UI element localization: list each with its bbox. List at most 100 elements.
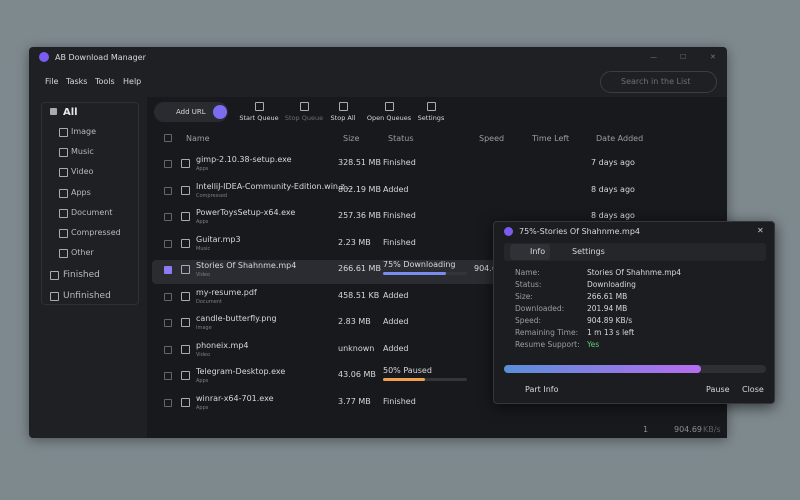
column-header[interactable]: Speed <box>479 134 505 143</box>
toolbar-button[interactable]: Start Queue <box>239 114 279 122</box>
file-icon <box>181 185 190 195</box>
file-name[interactable]: PowerToysSetup-x64.exe <box>196 208 296 217</box>
status-unit: KB/s <box>703 425 721 434</box>
window-control[interactable]: ✕ <box>710 53 716 61</box>
category-finished[interactable]: Finished <box>63 270 100 280</box>
file-type: Document <box>196 298 222 305</box>
menu-item[interactable]: Tools <box>95 77 115 86</box>
field-label: Name: <box>515 268 540 277</box>
file-type: Apps <box>196 378 209 384</box>
row-checkbox[interactable] <box>164 398 172 407</box>
column-header[interactable]: Date Added <box>596 134 644 143</box>
toolbar-button[interactable]: Settings <box>417 114 445 122</box>
toolbar-icon <box>300 102 309 111</box>
category-item[interactable]: Music <box>71 147 94 157</box>
progress-bar <box>504 365 701 373</box>
category-icon <box>59 229 68 238</box>
file-name[interactable]: gimp-2.10.38-setup.exe <box>196 155 292 164</box>
file-icon <box>181 159 190 168</box>
date-added: 7 days ago <box>591 158 635 167</box>
column-header[interactable]: Name <box>186 134 210 143</box>
toolbar-button[interactable]: Open Queues <box>366 114 412 122</box>
category-item[interactable]: Document <box>71 207 113 217</box>
file-name[interactable]: my-resume.pdf <box>196 287 257 297</box>
file-icon <box>181 212 190 221</box>
file-size: 2.23 MB <box>338 237 371 247</box>
row-checkbox[interactable] <box>164 160 172 168</box>
file-icon <box>181 371 190 380</box>
row-checkbox[interactable] <box>164 372 172 380</box>
dialog-close[interactable]: ✕ <box>757 226 764 235</box>
field-value: 904.89 KB/s <box>587 316 633 325</box>
field-value: Yes <box>587 340 600 349</box>
search-placeholder: Search in the List <box>621 77 691 86</box>
column-header[interactable]: Size <box>343 134 360 143</box>
status-active: 1 <box>643 425 649 434</box>
row-checkbox[interactable] <box>164 345 172 354</box>
sidebar-icon <box>50 292 59 301</box>
tab[interactable]: Settings <box>572 247 605 256</box>
row-checkbox[interactable] <box>164 213 172 221</box>
file-status: Finished <box>383 211 416 220</box>
category-item[interactable]: Image <box>71 127 97 136</box>
category-item[interactable]: Apps <box>71 187 91 197</box>
part-info-button[interactable]: Part Info <box>525 385 559 394</box>
column-header[interactable]: Time Left <box>532 134 570 143</box>
file-icon <box>181 344 190 354</box>
header-checkbox[interactable] <box>164 134 172 142</box>
toolbar-button[interactable]: Stop Queue <box>284 114 324 122</box>
close-button[interactable]: Close <box>742 385 764 394</box>
date-added: 8 days ago <box>591 211 635 220</box>
file-icon <box>181 397 190 407</box>
field-value: 266.61 MB <box>587 292 628 301</box>
file-name[interactable]: winrar-x64-701.exe <box>196 393 274 403</box>
file-size: 266.61 MB <box>338 264 381 273</box>
file-size: 328.51 MB <box>338 158 381 167</box>
file-name[interactable]: Guitar.mp3 <box>196 234 241 244</box>
column-header[interactable]: Status <box>388 134 414 143</box>
category-all[interactable]: All <box>63 107 78 118</box>
row-checkbox[interactable] <box>164 239 172 248</box>
toolbar-button[interactable]: Stop All <box>330 114 356 122</box>
field-label: Remaining Time: <box>515 328 579 337</box>
file-name[interactable]: candle-butterfly.png <box>196 314 277 323</box>
category-item[interactable]: Video <box>71 167 94 177</box>
category-item[interactable]: Other <box>71 248 94 258</box>
row-checkbox[interactable] <box>164 292 172 301</box>
add-url-button[interactable] <box>213 105 227 119</box>
menu-item[interactable]: Help <box>123 77 142 86</box>
file-name[interactable]: IntelliJ-IDEA-Community-Edition.win.z... <box>196 181 353 191</box>
add-url-label[interactable]: Add URL <box>176 108 206 116</box>
file-type: Apps <box>196 219 209 225</box>
add-url-field[interactable] <box>154 102 228 122</box>
tab-bar <box>504 243 766 261</box>
search-box[interactable] <box>600 71 717 93</box>
category-item[interactable]: Compressed <box>71 228 121 237</box>
file-size: 257.36 MB <box>338 211 381 220</box>
file-size: 802.19 MB <box>338 184 381 194</box>
file-name[interactable]: Stories Of Shahnme.mp4 <box>196 261 297 270</box>
dialog-logo <box>504 227 513 236</box>
file-status: 50% Paused <box>383 366 432 375</box>
toolbar-icon <box>385 102 394 111</box>
window-control[interactable]: — <box>650 53 657 61</box>
tab[interactable]: Info <box>530 247 546 256</box>
row-checkbox[interactable] <box>164 319 172 327</box>
row-checkbox[interactable] <box>164 186 172 195</box>
tab-active[interactable] <box>510 244 550 260</box>
category-unfinished[interactable]: Unfinished <box>63 291 111 301</box>
file-type: Video <box>196 272 211 278</box>
file-name[interactable]: Telegram-Desktop.exe <box>196 367 286 376</box>
toolbar-icon <box>255 102 264 111</box>
progress-track <box>383 378 467 381</box>
file-type: Apps <box>196 404 209 411</box>
menu-item[interactable]: File <box>45 77 59 86</box>
file-name[interactable]: phoneix.mp4 <box>196 340 249 350</box>
file-icon <box>181 265 190 274</box>
window-control[interactable]: ☐ <box>680 53 687 61</box>
row-checkbox[interactable] <box>164 266 172 274</box>
file-size: 3.77 MB <box>338 396 371 406</box>
menu-item[interactable]: Tasks <box>66 77 88 86</box>
pause-button[interactable]: Pause <box>706 385 730 394</box>
window-title: AB Download Manager <box>55 53 146 62</box>
